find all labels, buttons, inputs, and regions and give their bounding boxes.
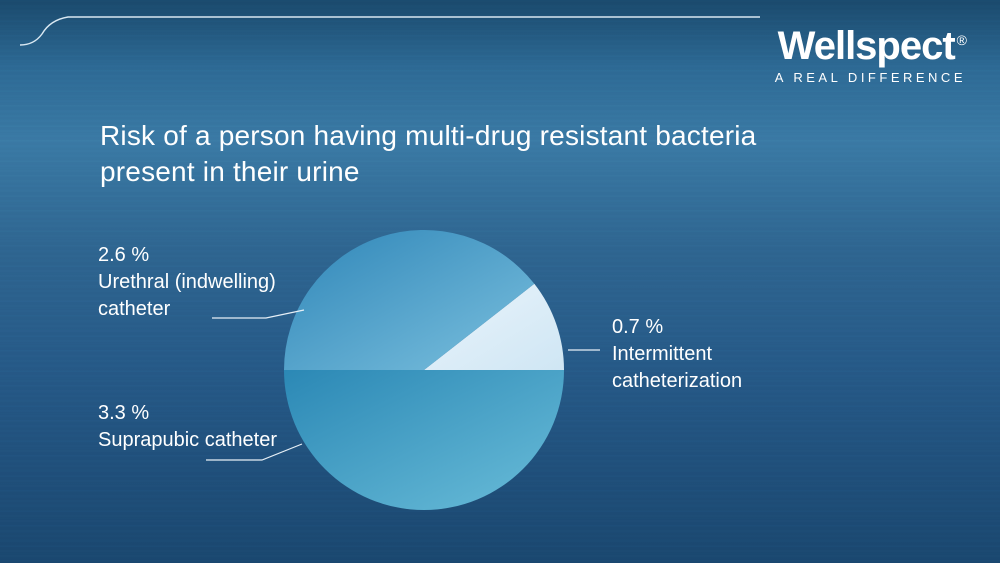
slice-text-urethral: Urethral (indwelling) catheter xyxy=(98,269,308,323)
pie-slice-suprapubic xyxy=(284,370,564,510)
slice-label-suprapubic: 3.3 % Suprapubic catheter xyxy=(98,400,277,454)
slice-text-intermittent: Intermittent catheterization xyxy=(612,341,832,395)
brand-name: Wellspect® xyxy=(775,26,966,66)
brand-logo: Wellspect® A REAL DIFFERENCE xyxy=(775,26,966,85)
brand-tagline: A REAL DIFFERENCE xyxy=(775,70,966,85)
corner-rule xyxy=(20,14,760,46)
slice-percent-suprapubic: 3.3 % xyxy=(98,400,277,427)
chart-area: 2.6 % Urethral (indwelling) catheter 0.7… xyxy=(0,224,1000,554)
slice-text-suprapubic: Suprapubic catheter xyxy=(98,427,277,454)
chart-title: Risk of a person having multi-drug resis… xyxy=(100,118,820,191)
pie-chart xyxy=(284,230,564,510)
slice-label-urethral: 2.6 % Urethral (indwelling) catheter xyxy=(98,242,308,323)
brand-name-text: Wellspect xyxy=(778,24,955,68)
slice-label-intermittent: 0.7 % Intermittent catheterization xyxy=(612,314,832,395)
slice-percent-intermittent: 0.7 % xyxy=(612,314,832,341)
registered-mark: ® xyxy=(957,32,966,48)
slice-percent-urethral: 2.6 % xyxy=(98,242,308,269)
